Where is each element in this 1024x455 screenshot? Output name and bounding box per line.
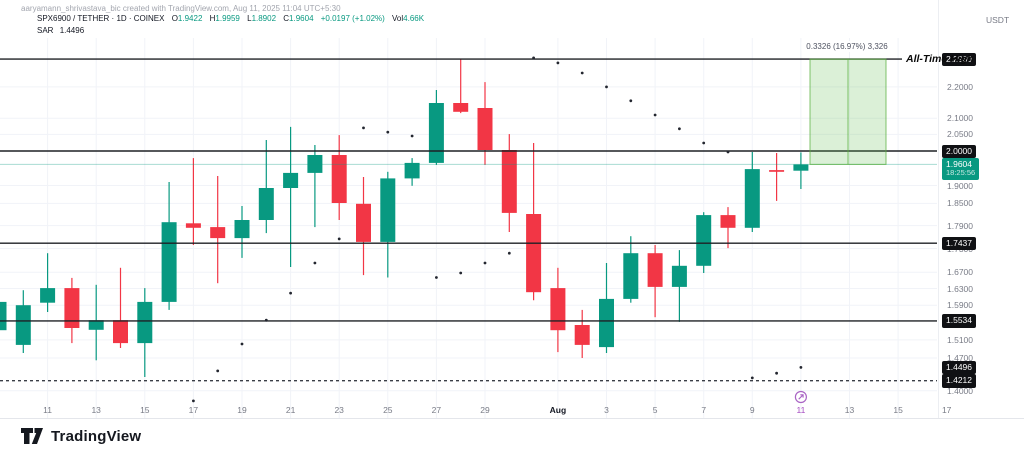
price-range-box[interactable]	[809, 58, 887, 165]
price-axis-label: 1.6700	[947, 267, 973, 278]
tradingview-logo-icon	[21, 428, 43, 444]
time-axis-label: 17	[941, 405, 952, 415]
price-axis-label: 2.2000	[947, 81, 973, 92]
countdown-timer: 18:25:56	[946, 168, 976, 178]
time-axis-label: 13	[91, 405, 101, 415]
price-axis-label: 1.4700	[947, 353, 973, 363]
tradingview-branding[interactable]: TradingView	[20, 427, 141, 445]
time-axis-label: 21	[285, 405, 296, 415]
price-axis-label: 1.5900	[947, 300, 973, 311]
time-axis-label: Aug	[549, 405, 567, 415]
indicator-value: 1.4496	[59, 26, 85, 35]
price-axis-label: 1.5100	[947, 334, 973, 345]
time-axis-label: 15	[140, 405, 150, 415]
low-value: 1.8902	[251, 14, 277, 23]
last-price-badge: 1.9604 18:25:56	[942, 157, 980, 180]
time-axis-label: 25	[383, 405, 393, 415]
price-axis[interactable]: 2.2930 2.2000 2.1000 2.0500 2.0000 1.9604 18:2…	[938, 0, 1024, 419]
time-axis-label: 27	[431, 405, 442, 415]
time-axis-label: 29	[480, 405, 490, 415]
symbol-title: SPX6900 / TETHER · 1D · COINEX	[37, 14, 165, 23]
change-value: +0.0197 (+1.02%)	[320, 14, 385, 23]
quote-currency-label: USDT	[986, 15, 1010, 25]
time-axis-label: 17	[188, 405, 199, 415]
price-axis-label: 1.7900	[947, 220, 973, 231]
price-level-badge: 1.4496	[942, 360, 976, 375]
candlestick-series	[0, 59, 809, 377]
attribution-text: aaryamann_shrivastava_bic created with T…	[21, 4, 341, 13]
price-axis-label: 2.0500	[947, 129, 973, 140]
chart-canvas[interactable]	[0, 0, 938, 418]
close-value: 1.9604	[289, 14, 314, 23]
time-axis-label: 5	[652, 405, 658, 415]
time-axis-label: 3	[604, 405, 609, 415]
price-axis-label: 1.8500	[947, 198, 973, 209]
price-axis-label: 1.9000	[947, 180, 973, 191]
chart-legend: SPX6900 / TETHER · 1D · COINEX O1.9422 H…	[37, 13, 424, 37]
price-axis-label: 1.4000	[947, 385, 973, 396]
open-value: 1.9422	[177, 14, 203, 23]
time-axis-label: 9	[749, 405, 755, 415]
time-axis-label: 11	[43, 405, 53, 415]
price-level-badge: 2.2930	[942, 52, 976, 67]
price-level-badge: 1.4212	[942, 374, 976, 388]
indicator-name: SAR	[37, 26, 54, 35]
symbol-row[interactable]: SPX6900 / TETHER · 1D · COINEX O1.9422 H…	[37, 14, 425, 23]
tradingview-logo-text: TradingView	[51, 427, 142, 445]
time-axis-label: 15	[893, 405, 903, 415]
time-axis-label: 7	[701, 405, 707, 415]
time-axis-label: 19	[237, 405, 247, 415]
price-axis-label: 1.6300	[947, 283, 973, 294]
price-level-badge: 2.0000	[942, 144, 976, 158]
time-axis[interactable]: 11 13 15 17 19 21 23 25 27 29 Aug 3 5 7 9 11 13 15 17	[0, 399, 1024, 418]
all-time-high-label: All-Time High	[906, 53, 974, 65]
time-axis-label: 23	[334, 405, 344, 415]
axis-separator	[0, 418, 1024, 419]
time-axis-label: 13	[844, 405, 855, 415]
volume-value: 4.66K	[403, 14, 425, 23]
price-level-badge: 1.5534	[942, 314, 976, 328]
price-axis-label: 2.1000	[947, 113, 973, 124]
indicator-row[interactable]: SAR 1.4496	[37, 25, 424, 37]
price-range-measure-label: 0.3326 (16.97%) 3,326	[801, 41, 893, 52]
sar-indicator-dots	[192, 56, 803, 403]
high-value: 1.9959	[215, 14, 240, 23]
time-axis-label: 11	[796, 405, 806, 415]
event-marker-icon[interactable]	[794, 390, 808, 404]
price-level-badge: 1.7437	[942, 236, 976, 251]
